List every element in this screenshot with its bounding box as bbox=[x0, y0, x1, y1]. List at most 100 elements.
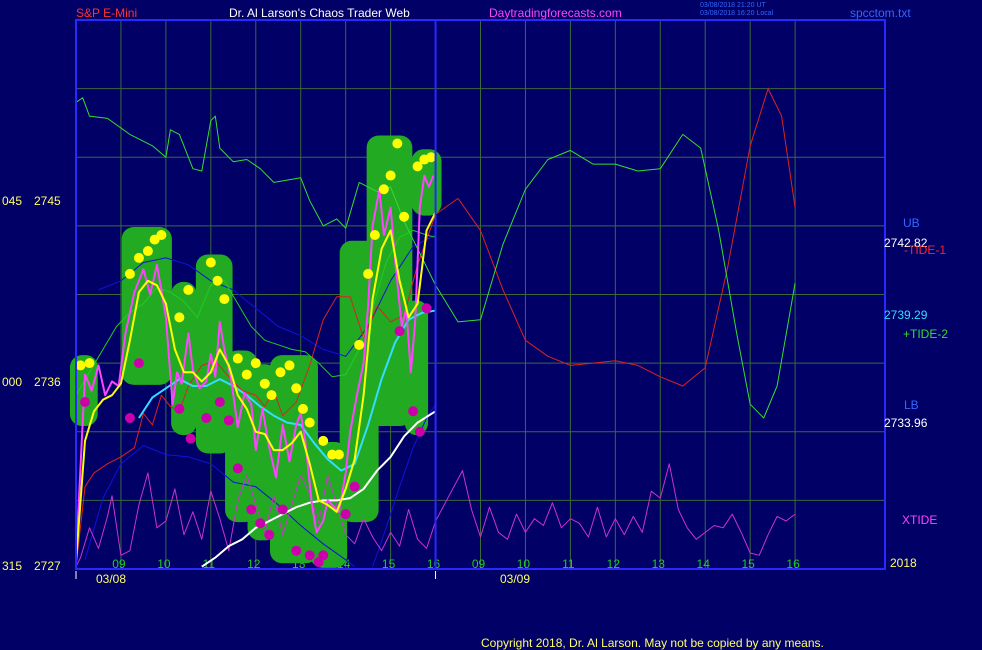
site-link[interactable]: Daytradingforecasts.com bbox=[489, 6, 622, 20]
x-tick-label: 11 bbox=[562, 557, 575, 571]
high-dot bbox=[75, 360, 86, 371]
low-dot bbox=[264, 529, 275, 540]
high-dot bbox=[84, 358, 95, 369]
series-tide2 bbox=[75, 97, 796, 419]
series-xtide bbox=[75, 463, 796, 567]
activity-highlight bbox=[171, 281, 197, 436]
high-dot bbox=[385, 170, 396, 181]
high-dot bbox=[291, 383, 302, 394]
low-dot bbox=[174, 403, 185, 414]
series-slow-ma bbox=[201, 410, 437, 568]
x-tick-label: 13 bbox=[652, 557, 666, 571]
high-dot bbox=[275, 367, 286, 378]
low-dot bbox=[394, 326, 405, 337]
date-label-0308: 03/08 bbox=[96, 572, 127, 586]
high-dot bbox=[363, 268, 374, 279]
lb-value: 2733.96 bbox=[884, 416, 928, 430]
high-dot bbox=[333, 449, 344, 460]
high-dot bbox=[392, 138, 403, 149]
high-dot bbox=[205, 257, 216, 268]
low-dot bbox=[421, 303, 432, 314]
y-tick-right-2736: 2736 bbox=[34, 375, 61, 389]
timestamp-local: 03/08/2018 16:20 Local bbox=[700, 10, 774, 17]
symbol-title: S&P E-Mini bbox=[76, 6, 138, 20]
high-dot bbox=[369, 230, 380, 241]
lb-label: LB bbox=[904, 398, 919, 412]
year-label: 2018 bbox=[890, 556, 917, 570]
high-dot bbox=[142, 246, 153, 257]
y-tick-right-2745: 2745 bbox=[34, 194, 61, 208]
x-tick-label: 15 bbox=[741, 557, 755, 571]
high-dot bbox=[183, 284, 194, 295]
high-dot bbox=[318, 435, 329, 446]
low-dot bbox=[318, 550, 329, 561]
series-tide1 bbox=[75, 88, 796, 567]
low-dot bbox=[185, 433, 196, 444]
ub-label: UB bbox=[903, 216, 920, 230]
high-dot bbox=[219, 294, 230, 305]
low-dot bbox=[201, 413, 212, 424]
high-dot bbox=[124, 268, 135, 279]
high-dot bbox=[174, 312, 185, 323]
low-dot bbox=[124, 413, 135, 424]
low-dot bbox=[414, 426, 425, 437]
data-file-name: spcctom.txt bbox=[850, 6, 911, 20]
x-tick-label: 12 bbox=[247, 557, 261, 571]
tide1-label: -TIDE-1 bbox=[904, 243, 946, 257]
x-tick-label: 12 bbox=[607, 557, 621, 571]
xtide-label: XTIDE bbox=[902, 513, 938, 527]
series-layer bbox=[75, 88, 796, 568]
frame-border bbox=[75, 19, 886, 570]
x-tick-label: 09 bbox=[112, 557, 126, 571]
activity-highlight bbox=[404, 300, 429, 436]
low-dot bbox=[304, 550, 315, 561]
high-dot bbox=[354, 339, 365, 350]
plot-frame bbox=[75, 19, 886, 570]
tide2-value: 2739.29 bbox=[884, 308, 928, 322]
low-dot bbox=[133, 358, 144, 369]
high-dot bbox=[399, 211, 410, 222]
x-tick-label: 15 bbox=[382, 557, 396, 571]
low-dot bbox=[291, 545, 302, 556]
activity-highlight bbox=[366, 135, 413, 427]
series-upper-band bbox=[98, 234, 436, 357]
high-dot bbox=[304, 417, 315, 428]
series-fast-ma bbox=[75, 211, 437, 563]
activity-highlight bbox=[121, 227, 172, 385]
low-dot bbox=[255, 518, 266, 529]
ub-value: 2742.82 bbox=[884, 236, 928, 250]
low-dot bbox=[340, 509, 351, 520]
date-label-0309: 03/09 bbox=[500, 572, 531, 586]
x-tick-label: 16 bbox=[427, 557, 441, 571]
y-tick-left-2727: 315 bbox=[2, 559, 23, 573]
high-dot bbox=[297, 403, 308, 414]
x-tick-label: 16 bbox=[786, 557, 800, 571]
tide2-label: +TIDE-2 bbox=[903, 327, 949, 341]
high-dot bbox=[266, 390, 277, 401]
high-dot bbox=[232, 353, 243, 364]
low-dot bbox=[232, 463, 243, 474]
x-tick-label: 10 bbox=[157, 557, 171, 571]
high-dot bbox=[259, 378, 270, 389]
copyright-notice: Copyright 2018, Dr. Al Larson. May not b… bbox=[481, 636, 824, 650]
low-dot bbox=[223, 415, 234, 426]
author-title: Dr. Al Larson's Chaos Trader Web bbox=[229, 6, 410, 20]
y-tick-left-2736: 000 bbox=[2, 375, 23, 389]
x-tick-label: 09 bbox=[472, 557, 486, 571]
timestamp-ut: 03/08/2018 21:20 UT bbox=[700, 2, 766, 9]
y-tick-left-2745: 045 bbox=[2, 194, 23, 208]
low-dot bbox=[349, 481, 360, 492]
high-dot bbox=[426, 152, 437, 163]
x-tick-label: 10 bbox=[517, 557, 531, 571]
high-dot bbox=[156, 230, 167, 241]
x-tick-label: 14 bbox=[697, 557, 711, 571]
series-lower-band bbox=[84, 445, 356, 568]
y-tick-right-2727: 2727 bbox=[34, 559, 61, 573]
low-dot bbox=[408, 406, 419, 417]
high-dot bbox=[241, 369, 252, 380]
high-dot bbox=[284, 360, 295, 371]
low-dot bbox=[214, 397, 225, 408]
low-dot bbox=[277, 504, 288, 515]
